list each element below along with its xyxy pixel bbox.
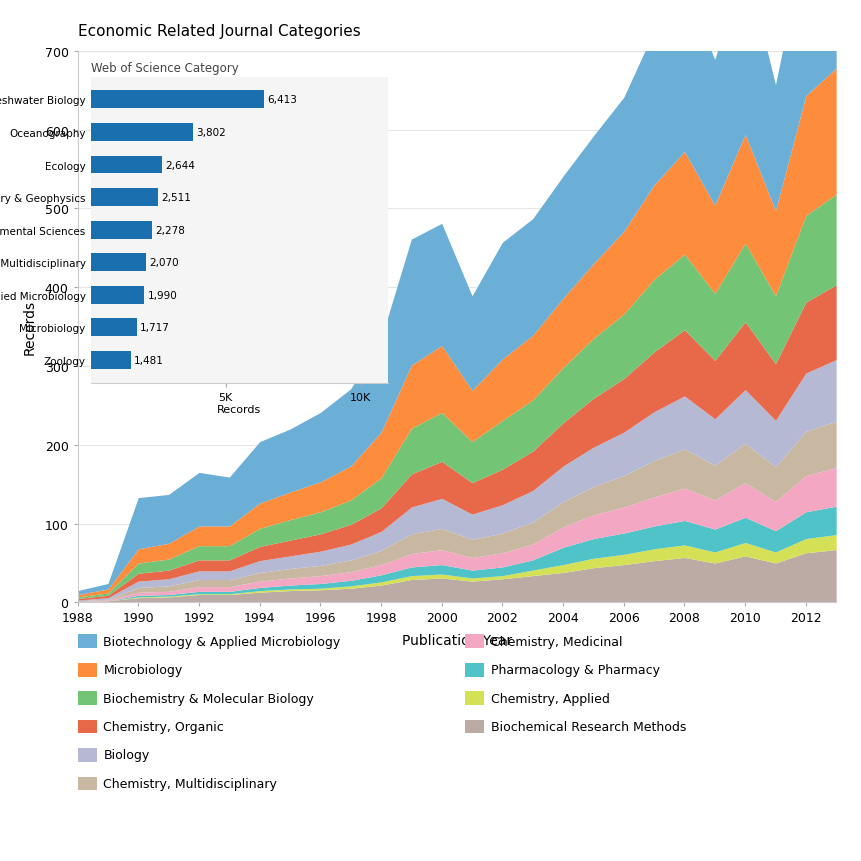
Text: Biochemistry & Molecular Biology: Biochemistry & Molecular Biology — [103, 691, 313, 705]
Text: Chemistry, Multidisciplinary: Chemistry, Multidisciplinary — [103, 777, 277, 790]
Text: 1,481: 1,481 — [133, 356, 164, 365]
Text: 2,070: 2,070 — [150, 257, 179, 268]
Text: Chemistry, Medicinal: Chemistry, Medicinal — [491, 635, 623, 648]
Bar — [90, 319, 137, 337]
Text: Chemistry, Applied: Chemistry, Applied — [491, 691, 610, 705]
Bar — [90, 351, 130, 369]
Text: Pharmacology & Pharmacy: Pharmacology & Pharmacy — [491, 663, 660, 677]
X-axis label: Records: Records — [217, 405, 261, 415]
X-axis label: Publication Year: Publication Year — [401, 633, 511, 647]
Text: 6,413: 6,413 — [267, 96, 297, 105]
Bar — [90, 254, 146, 272]
Text: 2,511: 2,511 — [162, 193, 191, 203]
Text: 1,717: 1,717 — [140, 323, 170, 333]
Bar — [90, 157, 162, 174]
Text: Web of Science Category: Web of Science Category — [90, 62, 238, 75]
Bar — [90, 91, 263, 109]
Text: 3,802: 3,802 — [196, 127, 226, 138]
Text: Microbiology: Microbiology — [103, 663, 183, 677]
Bar — [90, 287, 144, 304]
Text: Biochemical Research Methods: Biochemical Research Methods — [491, 720, 686, 734]
Text: Chemistry, Organic: Chemistry, Organic — [103, 720, 224, 734]
Y-axis label: Records: Records — [22, 300, 36, 355]
Bar — [90, 189, 158, 207]
Text: Biology: Biology — [103, 748, 150, 762]
Bar — [90, 221, 152, 239]
Text: Economic Related Journal Categories: Economic Related Journal Categories — [77, 24, 360, 39]
Bar — [90, 124, 193, 142]
Text: 1,990: 1,990 — [147, 290, 177, 300]
Text: 2,278: 2,278 — [155, 226, 185, 235]
Text: 2,644: 2,644 — [165, 160, 195, 170]
Text: Biotechnology & Applied Microbiology: Biotechnology & Applied Microbiology — [103, 635, 340, 648]
